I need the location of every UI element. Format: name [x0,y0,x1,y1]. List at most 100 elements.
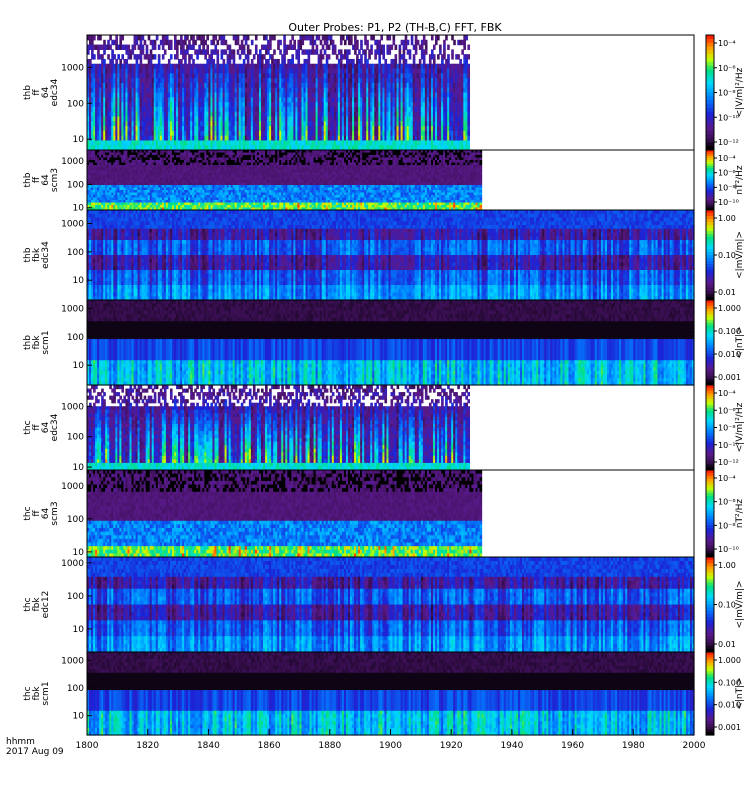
heatmap-cell [194,130,197,137]
heatmap-cell [244,145,248,151]
heatmap-cell [271,111,274,118]
heatmap-cell [210,82,214,89]
heatmap-cell [250,78,254,84]
heatmap-cell [248,121,252,127]
heatmap-cell [293,68,296,74]
heatmap-cell [267,82,270,89]
heatmap-cell [155,87,159,94]
heatmap-cell [91,145,94,151]
heatmap-cell [192,126,195,132]
heatmap-cell [178,102,181,108]
heatmap-cell [198,106,201,113]
heatmap-cell [117,54,120,60]
heatmap-cell [208,58,212,65]
heatmap-cell [174,140,177,146]
heatmap-cell [230,87,234,94]
heatmap-cell [301,121,305,127]
heatmap-cell [111,73,114,79]
heatmap-cell [163,111,167,118]
heatmap-cell [206,78,209,84]
heatmap-cell [155,35,159,41]
heatmap-cell [283,68,286,74]
heatmap-cell [244,126,248,132]
heatmap-cell [125,58,129,65]
heatmap-cell [131,106,135,113]
heatmap-cell [169,73,173,79]
heatmap-cell [135,35,139,41]
heatmap-cell [99,126,102,132]
heatmap-cell [216,126,220,132]
heatmap-cell [210,126,214,132]
heatmap-cell [261,135,264,142]
heatmap-cell [121,54,125,60]
colorbar-segment [706,100,714,105]
heatmap-cell [107,82,110,89]
y-tick-label: 10 [73,135,85,145]
heatmap-cell [311,44,315,50]
heatmap-cell [97,106,100,113]
colorbar-segment [706,107,714,113]
heatmap-cell [226,87,230,94]
heatmap-cell [295,116,299,122]
heatmap-cell [141,140,145,146]
heatmap-cell [117,111,120,118]
heatmap-cell [145,121,149,127]
heatmap-cell [174,68,177,74]
heatmap-cell [194,68,197,74]
heatmap-cell [145,130,149,137]
heatmap-cell [169,87,173,94]
heatmap-cell [252,135,256,142]
heatmap-cell [129,140,133,146]
heatmap-cell [269,44,272,50]
heatmap-cell [99,102,102,108]
heatmap-cell [258,111,262,118]
heatmap-cell [226,111,230,118]
heatmap-cell [194,39,197,46]
heatmap-cell [113,87,116,94]
heatmap-cell [143,87,147,94]
heatmap-cell [305,58,309,65]
heatmap-cell [145,106,149,113]
heatmap-cell [261,140,264,146]
heatmap-cell [163,135,167,142]
heatmap-cell [256,121,260,127]
heatmap-cell [151,54,155,60]
heatmap-cell [214,102,218,108]
heatmap-cell [210,39,214,46]
heatmap-cell [169,44,173,50]
heatmap-cell [141,121,145,127]
heatmap-cell [87,130,90,137]
heatmap-cell [192,78,195,84]
heatmap-cell [111,54,114,60]
heatmap-cell [273,130,276,137]
heatmap-cell [232,111,236,118]
heatmap-cell [200,97,203,103]
heatmap-cell [91,116,94,122]
heatmap-cell [297,87,301,94]
heatmap-cell [204,121,207,127]
heatmap-cell [275,58,278,65]
heatmap-cell [133,73,137,79]
heatmap-cell [125,121,129,127]
heatmap-cell [206,73,209,79]
heatmap-cell [139,116,143,122]
heatmap-cell [180,44,183,50]
colorbar-segment [706,104,714,109]
heatmap-cell [127,102,131,108]
heatmap-cell [91,68,94,74]
heatmap-cell [192,44,195,50]
heatmap-cell [178,92,181,98]
heatmap-cell [226,82,230,89]
heatmap-cell [222,58,226,65]
heatmap-cell [192,106,195,113]
heatmap-cell [127,97,131,103]
heatmap-cell [265,111,268,118]
heatmap-cell [218,87,222,94]
heatmap-cell [273,111,276,118]
heatmap-cell [216,111,220,118]
heatmap-cell [117,121,120,127]
heatmap-cell [230,126,234,132]
heatmap-cell [186,135,189,142]
heatmap-cell [186,140,189,146]
heatmap-cell [287,102,290,108]
